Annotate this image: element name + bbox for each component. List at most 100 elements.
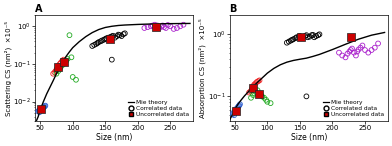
Point xyxy=(109,59,115,61)
Point xyxy=(38,107,44,110)
Point xyxy=(303,95,310,98)
Point xyxy=(250,85,257,87)
Point xyxy=(255,80,261,82)
Point xyxy=(56,67,63,70)
Point xyxy=(99,39,105,42)
Point xyxy=(232,108,239,111)
Point xyxy=(66,34,73,36)
Point xyxy=(120,33,127,35)
Point xyxy=(105,36,112,39)
Point xyxy=(56,63,63,65)
Point xyxy=(122,32,128,34)
Point xyxy=(42,105,48,107)
Point xyxy=(38,107,45,110)
Point xyxy=(35,110,41,113)
Point xyxy=(174,27,180,29)
Point xyxy=(256,93,263,95)
Point xyxy=(70,76,76,78)
Point xyxy=(368,49,375,51)
Point xyxy=(167,25,174,27)
Point xyxy=(163,27,169,29)
Point xyxy=(118,35,125,37)
Point xyxy=(344,53,350,55)
Point xyxy=(267,102,274,104)
Point xyxy=(156,27,163,29)
Point xyxy=(42,105,49,107)
Legend: Mie theory, Correlated data, Uncorrelated data: Mie theory, Correlated data, Uncorrelate… xyxy=(127,99,190,118)
Point xyxy=(91,44,97,46)
Point xyxy=(233,109,239,111)
Point xyxy=(165,24,171,26)
Point xyxy=(256,79,263,82)
Point xyxy=(114,35,120,37)
Point xyxy=(55,70,62,72)
Point xyxy=(58,65,64,68)
Point xyxy=(303,34,310,36)
Point xyxy=(232,110,238,112)
Text: B: B xyxy=(230,4,237,14)
Point xyxy=(64,58,71,60)
Point xyxy=(107,38,113,40)
Point xyxy=(251,92,258,94)
X-axis label: Size (nm): Size (nm) xyxy=(96,133,132,142)
Point xyxy=(298,37,304,39)
Point xyxy=(89,45,95,47)
Point xyxy=(41,106,47,108)
Point xyxy=(251,83,258,86)
Point xyxy=(247,90,254,93)
Point xyxy=(336,51,342,54)
Point xyxy=(298,36,304,38)
Point xyxy=(311,36,318,38)
Point xyxy=(36,111,43,113)
Point xyxy=(249,87,256,89)
Point xyxy=(63,60,69,62)
Y-axis label: Absorprtion CS (nm²)  ×10⁻⁵: Absorprtion CS (nm²) ×10⁻⁵ xyxy=(199,18,206,118)
Point xyxy=(154,24,161,27)
Point xyxy=(348,49,354,51)
Point xyxy=(254,81,260,83)
Point xyxy=(297,35,303,37)
Point xyxy=(288,39,294,42)
Point xyxy=(152,24,158,26)
Point xyxy=(231,114,237,116)
Point xyxy=(289,39,295,41)
Point xyxy=(248,97,254,99)
Point xyxy=(292,37,298,39)
Point xyxy=(339,54,345,57)
Point xyxy=(234,107,241,109)
Point xyxy=(109,35,115,38)
Point xyxy=(249,88,255,91)
Point xyxy=(346,50,352,53)
Point xyxy=(290,38,296,40)
Point xyxy=(37,109,43,111)
Point xyxy=(68,56,74,58)
Point xyxy=(150,24,156,27)
Point xyxy=(171,28,177,30)
Point xyxy=(161,26,167,28)
Point xyxy=(53,73,60,75)
Point xyxy=(50,73,56,75)
Point xyxy=(153,26,159,28)
X-axis label: Size (nm): Size (nm) xyxy=(290,133,327,142)
Point xyxy=(237,103,243,105)
Point xyxy=(180,24,187,26)
Point xyxy=(38,108,45,111)
Point xyxy=(258,94,264,96)
Point xyxy=(264,101,270,103)
Point xyxy=(236,104,243,106)
Point xyxy=(250,86,256,88)
Point xyxy=(148,25,154,27)
Point xyxy=(153,25,159,28)
Point xyxy=(94,42,101,44)
Point xyxy=(62,61,68,64)
Point xyxy=(54,66,61,69)
Point xyxy=(98,40,104,42)
Point xyxy=(51,71,58,73)
Point xyxy=(55,65,62,67)
Point xyxy=(160,24,166,27)
Point xyxy=(305,36,311,38)
Point xyxy=(294,36,300,38)
Point xyxy=(359,44,366,47)
Point xyxy=(60,59,67,61)
Point xyxy=(375,42,381,45)
